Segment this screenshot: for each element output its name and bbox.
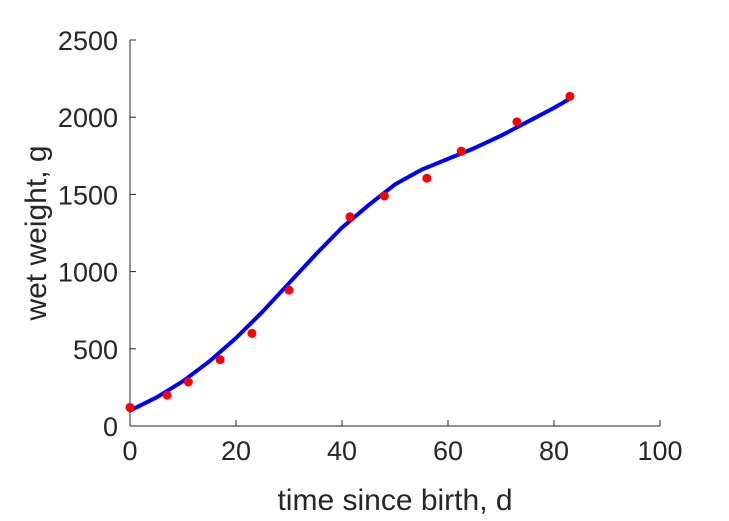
y-tick-label: 2000	[58, 103, 118, 133]
x-tick-label: 100	[637, 436, 682, 466]
fit-curve	[128, 96, 572, 413]
y-tick-label: 2500	[58, 26, 118, 56]
data-point	[284, 285, 294, 295]
y-axis-label: wet weight, g	[20, 145, 53, 321]
data-point	[215, 355, 225, 365]
x-tick-label: 0	[122, 436, 137, 466]
data-point	[379, 191, 389, 201]
y-tick-label: 0	[103, 412, 118, 442]
series-layer	[125, 91, 575, 413]
data-point	[125, 402, 135, 412]
data-point	[512, 117, 522, 127]
data-point	[162, 390, 172, 400]
x-tick-label: 60	[433, 436, 463, 466]
data-point	[183, 377, 193, 387]
x-ticks: 0 20 40 60 80 100	[122, 420, 683, 466]
data-point	[456, 146, 466, 156]
axes: 0 20 40 60 80 100 0 500 1000 1500 2000 2500	[58, 26, 683, 466]
data-point	[565, 91, 575, 101]
y-tick-label: 1500	[58, 180, 118, 210]
data-point	[345, 212, 355, 222]
data-point	[422, 173, 432, 183]
x-tick-label: 20	[221, 436, 251, 466]
x-tick-label: 40	[327, 436, 357, 466]
x-tick-label: 80	[539, 436, 569, 466]
y-ticks: 0 500 1000 1500 2000 2500	[58, 26, 136, 442]
y-tick-label: 1000	[58, 258, 118, 288]
y-tick-label: 500	[73, 335, 118, 365]
data-point	[247, 328, 257, 338]
x-axis-label: time since birth, d	[277, 484, 512, 517]
